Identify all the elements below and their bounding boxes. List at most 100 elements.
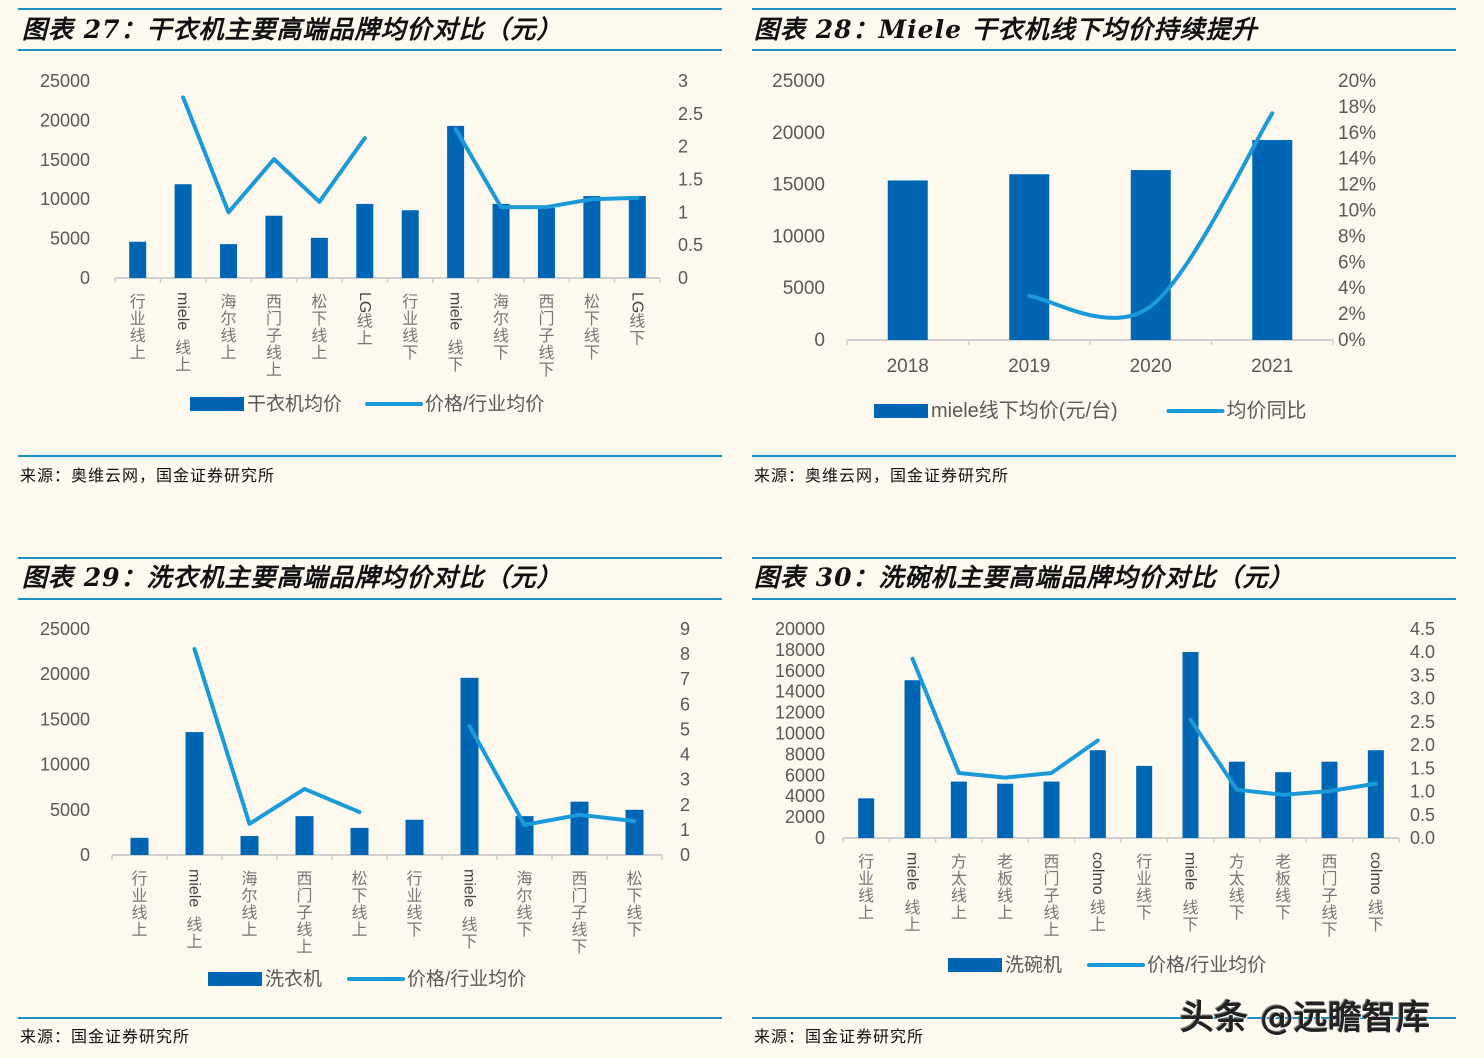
svg-text:下: 下 — [311, 311, 327, 328]
svg-text:老: 老 — [997, 853, 1013, 871]
right-axis-tick: 2.5 — [678, 104, 703, 124]
svg-text:线: 线 — [241, 904, 257, 922]
panel-28-title: 图表 28：Miele 干衣机线下均价持续提升 — [754, 15, 1258, 44]
panel-30-source: 来源：国金证券研究所 — [754, 1027, 925, 1046]
svg-text:线: 线 — [448, 339, 464, 357]
panel-30-top-rule — [752, 557, 1456, 559]
svg-text:线: 线 — [296, 921, 312, 939]
svg-text:行: 行 — [1136, 853, 1152, 871]
bar — [350, 827, 369, 855]
svg-text:门: 门 — [1043, 870, 1059, 888]
left-axis-tick: 5000 — [50, 800, 90, 820]
svg-text:上: 上 — [241, 921, 257, 939]
svg-text:上: 上 — [266, 361, 282, 379]
left-axis-tick: 10000 — [40, 189, 90, 209]
svg-text:miele: miele — [904, 852, 921, 890]
panel-29-title: 图表 29：洗衣机主要高端品牌均价对比（元） — [22, 563, 563, 592]
svg-text:下: 下 — [493, 345, 509, 362]
legend: miele线下均价(元/台) 均价同比 — [874, 399, 1306, 422]
bar — [295, 816, 314, 855]
svg-text:colmo: colmo — [1089, 852, 1106, 895]
bar — [1089, 750, 1106, 838]
bar — [858, 798, 875, 838]
svg-text:线: 线 — [175, 339, 191, 357]
svg-text:线: 线 — [904, 899, 920, 917]
right-axis-tick: 2.0 — [1410, 735, 1435, 755]
svg-text:线: 线 — [131, 904, 147, 922]
right-axis-tick: 2.5 — [1410, 712, 1435, 732]
svg-text:线: 线 — [406, 904, 422, 922]
svg-text:miele: miele — [174, 292, 191, 330]
svg-text:上: 上 — [130, 344, 146, 362]
chart-29-washer-price-comparison: 05000100001500020000250000123456789行业线上m… — [40, 619, 690, 990]
svg-text:太: 太 — [1229, 870, 1245, 888]
svg-text:线: 线 — [402, 327, 418, 345]
watermark: 头条 @远瞻智库 — [1180, 998, 1430, 1038]
svg-text:行: 行 — [406, 870, 422, 888]
svg-text:西: 西 — [1321, 854, 1337, 871]
left-axis-tick: 20000 — [40, 110, 90, 130]
right-axis-tick: 3.0 — [1410, 689, 1435, 709]
svg-text:miele: miele — [461, 869, 478, 907]
right-axis-tick: 4.5 — [1410, 619, 1435, 639]
left-axis-tick: 20000 — [40, 664, 90, 684]
svg-text:miele: miele — [447, 292, 464, 330]
svg-text:上: 上 — [858, 904, 874, 922]
svg-text:LG: LG — [628, 292, 645, 313]
svg-text:上: 上 — [311, 344, 327, 362]
panel-28-source: 来源：奥维云网，国金证券研究所 — [754, 466, 1010, 485]
svg-text:松: 松 — [351, 870, 367, 888]
left-axis-tick: 15000 — [772, 175, 825, 196]
svg-text:线: 线 — [130, 327, 146, 345]
right-axis-tick: 2 — [680, 795, 690, 815]
panel-27-title: 图表 27：干衣机主要高端品牌均价对比（元） — [22, 15, 563, 44]
category-label: miele 线上 — [186, 869, 203, 951]
svg-text:业: 业 — [130, 310, 146, 328]
bar — [405, 819, 424, 855]
left-axis-tick: 6000 — [785, 765, 825, 785]
bar — [1182, 651, 1199, 838]
bar — [570, 801, 589, 855]
svg-text:松: 松 — [626, 870, 642, 888]
category-label: 2018 — [887, 356, 929, 377]
svg-text:下: 下 — [1275, 905, 1291, 922]
right-axis-tick: 1 — [680, 820, 690, 840]
chart-30-dishwasher-price-comparison: 0200040006000800010000120001400016000180… — [775, 619, 1435, 976]
svg-text:线: 线 — [311, 327, 327, 345]
svg-text:业: 业 — [858, 870, 874, 888]
right-axis-tick: 6 — [680, 694, 690, 714]
svg-text:线: 线 — [1090, 899, 1106, 917]
left-axis-tick: 15000 — [40, 150, 90, 170]
bar — [1367, 750, 1384, 838]
bar — [460, 677, 479, 855]
bar — [583, 196, 601, 278]
svg-text:下: 下 — [626, 922, 642, 939]
ratio-line — [192, 647, 362, 826]
bar — [130, 837, 149, 855]
svg-text:线: 线 — [186, 916, 202, 934]
bar — [265, 215, 283, 278]
right-axis-tick: 3 — [678, 71, 688, 91]
svg-text:西: 西 — [538, 294, 554, 311]
category-label: 2020 — [1130, 356, 1172, 377]
svg-text:板: 板 — [1275, 870, 1291, 888]
bar — [887, 180, 928, 340]
svg-text:colmo: colmo — [1367, 852, 1384, 895]
left-axis-tick: 0 — [815, 828, 825, 848]
panel-28-top-rule — [752, 8, 1456, 10]
right-axis-tick: 3.5 — [1410, 665, 1435, 685]
bar — [950, 781, 967, 838]
svg-text:线: 线 — [516, 904, 532, 922]
svg-text:子: 子 — [538, 327, 554, 345]
ratio-line — [467, 723, 637, 827]
